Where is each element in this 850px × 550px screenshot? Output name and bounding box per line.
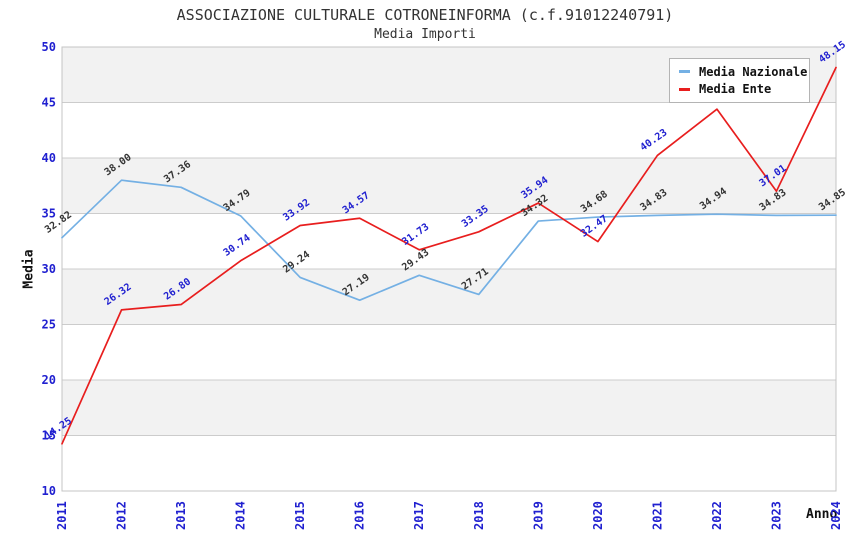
svg-text:15: 15 — [42, 429, 56, 443]
svg-text:2021: 2021 — [650, 501, 664, 530]
svg-text:2016: 2016 — [353, 501, 367, 530]
svg-text:25: 25 — [42, 318, 56, 332]
x-tick-labels: 2011 2012 2013 2014 2015 2016 2017 2018 2019 2020… — [55, 501, 843, 530]
svg-text:2019: 2019 — [531, 501, 545, 530]
svg-text:2015: 2015 — [293, 501, 307, 530]
svg-text:45: 45 — [42, 96, 56, 110]
line-swatch-icon — [679, 70, 690, 74]
svg-text:35: 35 — [42, 207, 56, 221]
svg-text:20: 20 — [42, 373, 56, 387]
svg-text:2018: 2018 — [472, 501, 486, 530]
svg-text:2023: 2023 — [769, 501, 783, 530]
svg-text:2017: 2017 — [412, 501, 426, 530]
chart-subtitle: Media Importi — [374, 27, 476, 42]
legend: Media Nazionale Media Ente — [669, 58, 810, 103]
svg-text:10: 10 — [42, 484, 56, 498]
svg-text:2020: 2020 — [591, 501, 605, 530]
svg-text:2012: 2012 — [115, 501, 129, 530]
svg-text:2022: 2022 — [710, 501, 724, 530]
svg-text:2014: 2014 — [234, 501, 248, 530]
plot-frame — [61, 46, 837, 492]
svg-text:40: 40 — [42, 151, 56, 165]
svg-text:50: 50 — [42, 40, 56, 54]
legend-item-media-nazionale: Media Nazionale — [679, 65, 807, 79]
legend-item-media-ente: Media Ente — [679, 82, 800, 96]
legend-label: Media Nazionale — [699, 64, 808, 79]
series-line-media-nazionale — [61, 179, 837, 302]
y-tick-labels: 10 15 20 25 30 35 40 45 50 — [42, 40, 56, 498]
x-axis-title: Anno — [806, 507, 838, 522]
legend-label: Media Ente — [699, 82, 772, 97]
svg-text:2024: 2024 — [829, 501, 843, 530]
svg-text:2013: 2013 — [174, 501, 188, 530]
line-swatch-icon — [679, 87, 690, 91]
svg-text:2011: 2011 — [55, 501, 69, 530]
series-line-media-ente — [61, 66, 837, 445]
svg-text:30: 30 — [42, 262, 56, 276]
chart-title: ASSOCIAZIONE CULTURALE COTRONEINFORMA (c… — [176, 6, 674, 24]
